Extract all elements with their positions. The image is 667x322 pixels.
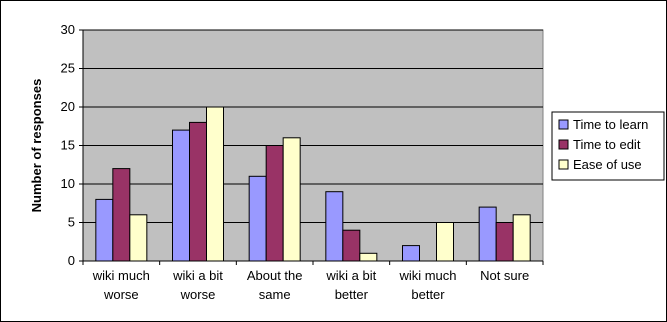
x-tick-label: wiki much worse xyxy=(92,268,150,302)
legend-swatch xyxy=(558,139,569,150)
bar xyxy=(512,214,531,262)
bar xyxy=(206,106,224,262)
legend-label: Time to learn xyxy=(573,117,648,132)
x-tick-label: wiki a bit better xyxy=(325,268,376,302)
y-tick-label: 25 xyxy=(61,61,75,76)
legend-swatch xyxy=(558,159,569,170)
y-tick-label: 10 xyxy=(61,176,75,191)
axes: 0 5 10 15 20 25 30 wiki much worse wiki a bit wors… xyxy=(29,22,544,302)
y-tick-label: 0 xyxy=(68,253,75,268)
y-tick-label: 5 xyxy=(68,215,75,230)
legend-box xyxy=(551,111,665,181)
y-tick-label: 30 xyxy=(61,22,75,37)
legend-swatch xyxy=(558,119,569,130)
bar xyxy=(248,175,267,262)
x-tick-label: wiki much better xyxy=(398,268,456,302)
bar xyxy=(265,145,284,262)
bar xyxy=(172,129,190,262)
bar xyxy=(129,214,148,262)
y-tick-label: 20 xyxy=(61,99,75,114)
x-tick-label: About the same xyxy=(247,268,303,302)
bar xyxy=(112,168,131,262)
bar xyxy=(359,252,378,262)
legend-label: Time to edit xyxy=(573,137,641,152)
y-tick-label: 15 xyxy=(61,138,75,153)
legend: Time to learn Time to edit Ease of use xyxy=(551,111,665,181)
bar xyxy=(402,245,420,262)
bar xyxy=(325,191,344,262)
x-tick-label: wiki a bit worse xyxy=(172,268,223,302)
x-tick-label: Not sure xyxy=(480,268,529,283)
plot-area xyxy=(82,29,544,262)
bar xyxy=(495,222,514,262)
legend-label: Ease of use xyxy=(573,157,642,172)
y-axis-title: Number of responses xyxy=(29,79,44,213)
bar xyxy=(282,137,301,262)
bar xyxy=(342,229,361,262)
bar xyxy=(189,121,207,262)
bar xyxy=(95,198,114,262)
bar xyxy=(436,222,454,262)
bar xyxy=(478,206,497,262)
